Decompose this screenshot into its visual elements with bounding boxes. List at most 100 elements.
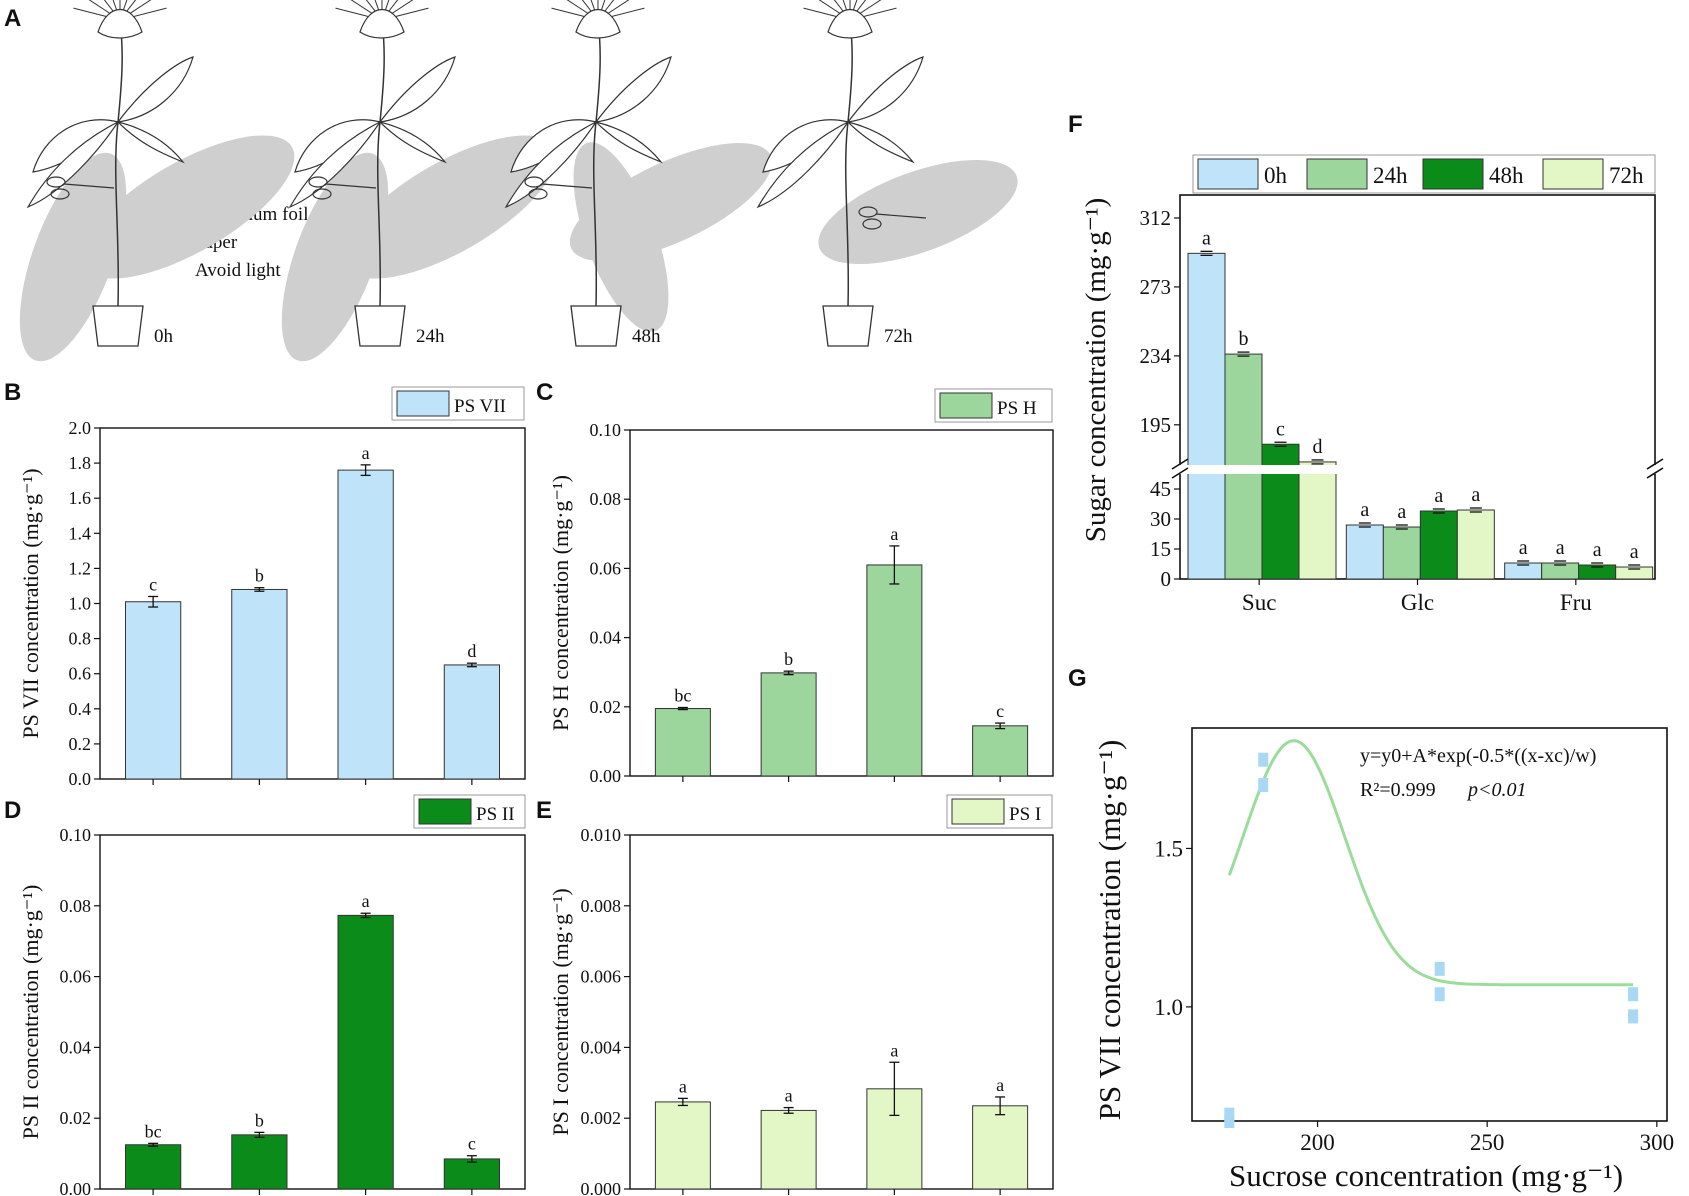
significance-letter: d: [1313, 436, 1323, 458]
bar-24h: [760, 1109, 817, 1190]
significance-letter: a: [996, 1075, 1004, 1095]
bar-24h: [231, 588, 288, 780]
x-tick-label: Glc: [1401, 590, 1434, 615]
pot: [570, 305, 622, 347]
y-tick-label: 1.4: [69, 523, 92, 543]
y-tick-label: 30: [1150, 507, 1171, 531]
y-tick-label: 1.8: [69, 453, 92, 473]
significance-letter: bc: [674, 685, 691, 705]
pot: [354, 305, 406, 347]
flower-head: [575, 8, 621, 39]
foil-shade: [569, 143, 773, 261]
scissors-icon: [541, 183, 593, 189]
scissors-icon: [875, 213, 927, 219]
y-tick-label: 1.5: [1154, 836, 1183, 861]
significance-letter: c: [1276, 418, 1285, 440]
y-tick-label: 0.0: [69, 769, 92, 789]
leaf: [378, 56, 456, 123]
x-tick-label: Suc: [1242, 590, 1277, 615]
significance-letter: a: [1471, 484, 1480, 506]
bar-72h: [443, 1158, 500, 1190]
significance-letter: a: [890, 1040, 898, 1060]
foil-shade: [19, 152, 127, 362]
y-axis-label: PS VII concentration (mg·g⁻¹): [1092, 740, 1127, 1121]
panel-c-chart: 0.00 0.02 0.04 0.06 0.08 0.10 bc b a c PS H concen…: [548, 388, 1054, 786]
panel-e-chart: 0.000 0.002 0.004 0.006 0.008 0.010 a a a a PS I c…: [548, 794, 1054, 1196]
panel-label-e: E: [536, 797, 552, 824]
bar-Fru-72h: [1615, 566, 1654, 580]
y-tick-label: 0.8: [69, 629, 92, 649]
bar-Glc-24h: [1382, 526, 1421, 580]
y-tick-label: 0.04: [60, 1037, 92, 1057]
plant-3: 72h: [756, 0, 1018, 347]
y-tick-label: 0.000: [581, 1179, 622, 1196]
significance-letter: a: [1397, 501, 1406, 523]
plot-frame: [629, 834, 1054, 1190]
y-tick-label: 0.00: [590, 766, 622, 786]
scatter-point-5: [1434, 987, 1445, 1002]
stem: [844, 21, 853, 307]
scissors-icon: [862, 218, 882, 230]
y-axis-label: PS H concentration (mg·g⁻¹): [548, 475, 573, 731]
x-tick-label: Fru: [1560, 590, 1592, 615]
scissors-icon: [50, 188, 70, 200]
bar-48h: [337, 914, 394, 1190]
panel-label-b: B: [4, 379, 21, 406]
significance-letter: b: [1239, 328, 1249, 350]
legend-label: PS H: [997, 398, 1037, 419]
legend-swatch: [1542, 158, 1604, 190]
fit-equation: y=y0+A*exp(-0.5*((x-xc)/w): [1360, 745, 1596, 767]
legend-swatch: [939, 392, 993, 419]
fit-curve: [1227, 739, 1634, 987]
bar-Glc-72h: [1456, 509, 1495, 580]
y-tick-label: 195: [1140, 413, 1172, 437]
y-tick-label: 0.06: [60, 967, 92, 987]
panel-f-chart: 0 15 30 45 195 234 273 312 a b c d Suc a a a a Glc a a a a Fru…: [1080, 154, 1667, 615]
significance-letter: a: [785, 1086, 793, 1106]
y-axis-label: Sugar concentration (mg·g⁻¹): [1080, 198, 1112, 543]
scissors-icon: [524, 176, 544, 188]
stem: [114, 21, 123, 307]
foil-label-line3: Avoid light: [195, 260, 281, 281]
time-label-1: 24h: [416, 326, 445, 347]
legend-swatch: [1422, 158, 1484, 190]
plant-1: 24h: [281, 0, 557, 362]
x-tick-label: 250: [1470, 1130, 1505, 1155]
plant-illustration: Aluminum foil paper Avoid light 0h24h48h…: [19, 0, 1018, 362]
scatter-point-6: [1628, 987, 1639, 1002]
flower-head: [359, 8, 405, 39]
foil-shade: [281, 152, 389, 362]
y-tick-label: 0.004: [581, 1037, 622, 1057]
legend-label: PS VII: [454, 396, 506, 417]
plot-frame: [629, 429, 1054, 777]
p-value: p<0.01: [1466, 779, 1527, 801]
legend-swatch: [418, 798, 472, 825]
bar-48h: [866, 564, 923, 777]
scissors-icon: [858, 206, 878, 218]
scissors-icon: [63, 183, 115, 189]
leaf: [756, 120, 850, 209]
bar-0h: [654, 1101, 711, 1190]
leaf: [846, 120, 915, 164]
axis-break-mark: [1646, 467, 1664, 479]
bar-0h: [125, 1144, 182, 1190]
x-tick-label: 300: [1640, 1130, 1675, 1155]
significance-letter: a: [890, 524, 898, 544]
y-tick-label: 2.0: [69, 418, 92, 438]
legend-label: 72h: [1609, 163, 1644, 188]
y-tick-label: 15: [1150, 537, 1171, 561]
foil-shade: [343, 135, 557, 279]
legend-label: PS I: [1009, 804, 1041, 825]
y-tick-label: 312: [1140, 206, 1172, 230]
significance-letter: a: [1593, 539, 1602, 561]
bar-Suc-0h: [1187, 252, 1226, 580]
panel-label-d: D: [4, 797, 21, 824]
y-tick-label: 0.008: [581, 896, 622, 916]
plot-frame: [99, 834, 526, 1190]
bar-Suc-72h: [1298, 461, 1337, 580]
bar-72h: [443, 664, 500, 780]
y-tick-label: 1.6: [69, 488, 92, 508]
flower-head: [97, 8, 143, 39]
significance-letter: a: [1556, 537, 1565, 559]
